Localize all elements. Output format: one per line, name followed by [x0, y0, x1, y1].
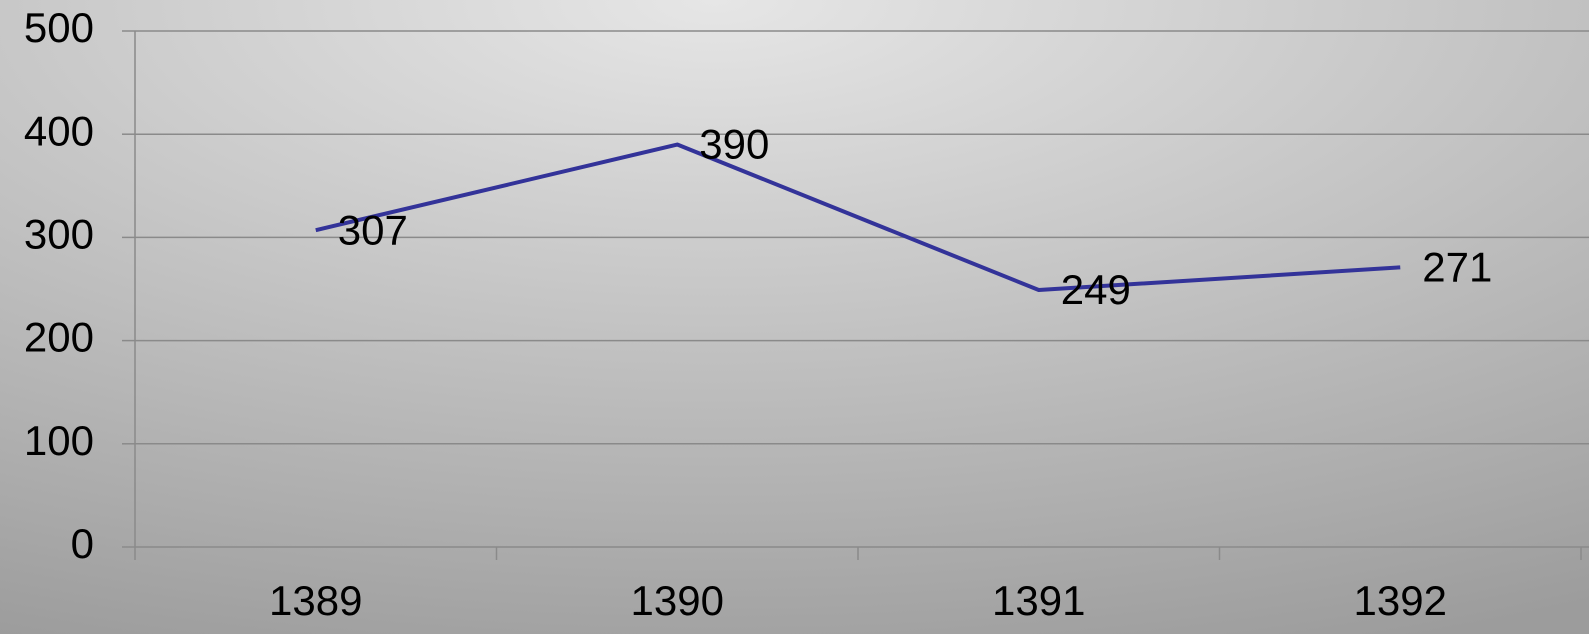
- series-line: [315, 142, 1401, 293]
- y-tick-label: 500: [24, 4, 94, 51]
- y-tick-label: 100: [24, 417, 94, 464]
- y-tick-label: 400: [24, 107, 94, 154]
- data-label: 249: [1061, 266, 1131, 313]
- y-tick-label: 200: [24, 314, 94, 361]
- data-label: 390: [699, 121, 769, 168]
- y-tick-label: 300: [24, 210, 94, 257]
- x-tick-label: 1391: [992, 577, 1085, 624]
- y-tick-label: 0: [71, 520, 94, 567]
- data-label: 307: [338, 206, 408, 253]
- x-tick-label: 1392: [1354, 577, 1447, 624]
- x-tick-label: 1390: [631, 577, 724, 624]
- x-tick-label: 1389: [269, 577, 362, 624]
- data-label: 271: [1422, 243, 1492, 290]
